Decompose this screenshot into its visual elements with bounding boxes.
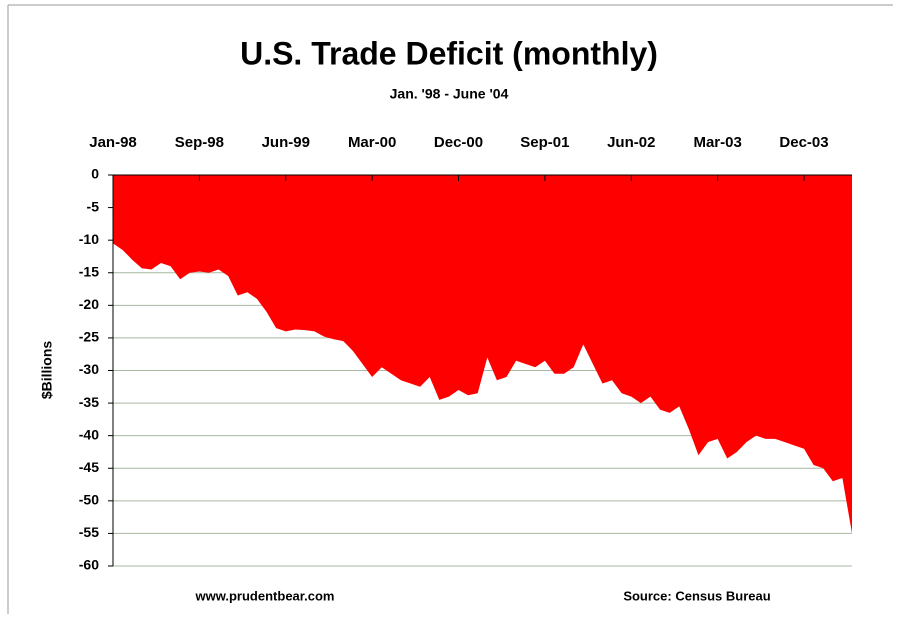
footer-right: Source: Census Bureau <box>623 588 770 603</box>
footer-left: www.prudentbear.com <box>195 588 335 603</box>
y-tick-label: -10 <box>79 231 99 247</box>
y-tick-label: -45 <box>79 459 99 475</box>
x-tick-label: Mar-03 <box>693 134 741 151</box>
area <box>113 175 852 534</box>
x-tick-label: Dec-03 <box>779 134 828 151</box>
x-tick-label: Jun-99 <box>262 134 310 151</box>
y-tick-label: 0 <box>91 166 99 182</box>
y-tick-label: -25 <box>79 329 99 345</box>
x-tick-label: Jun-02 <box>607 134 655 151</box>
y-tick-label: -55 <box>79 524 99 540</box>
x-tick-label: Mar-00 <box>348 134 396 151</box>
y-tick-label: -30 <box>79 361 99 377</box>
y-tick-label: -5 <box>87 198 100 214</box>
chart-subtitle: Jan. '98 - June '04 <box>390 86 509 102</box>
y-tick-label: -15 <box>79 263 99 279</box>
y-axis-label: $Billions <box>39 341 55 400</box>
x-tick-label: Dec-00 <box>434 134 483 151</box>
chart-title: U.S. Trade Deficit (monthly) <box>240 35 658 71</box>
y-tick-label: -20 <box>79 296 99 312</box>
x-tick-label: Sep-01 <box>520 134 569 151</box>
x-tick-label: Sep-98 <box>175 134 224 151</box>
y-tick-label: -60 <box>79 557 99 573</box>
y-tick-label: -35 <box>79 394 99 410</box>
y-tick-label: -40 <box>79 426 99 442</box>
x-tick-label: Jan-98 <box>89 134 137 151</box>
y-tick-label: -50 <box>79 492 99 508</box>
